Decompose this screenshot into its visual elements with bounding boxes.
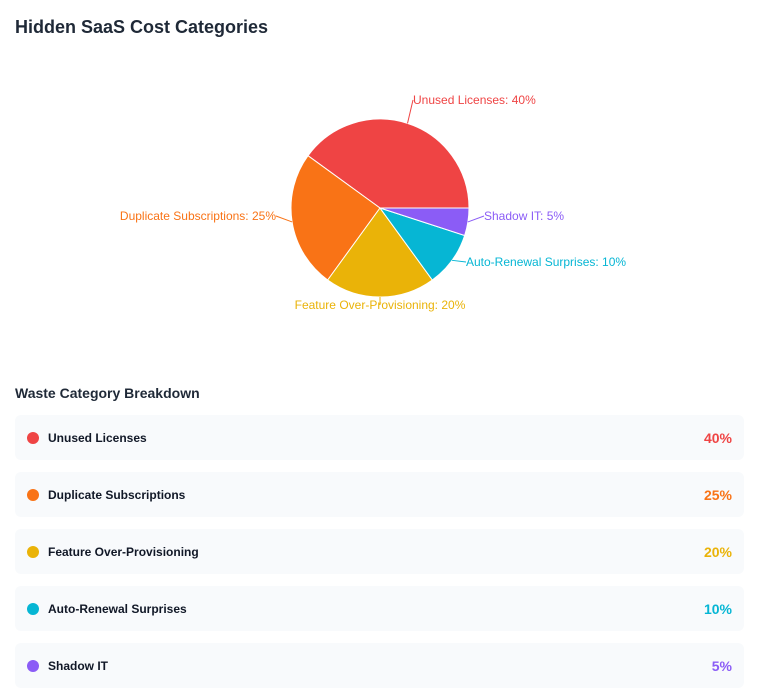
pie-slice-duplicate-subscriptions	[290, 154, 381, 281]
leader-line-auto-renewal-surprises	[451, 259, 467, 263]
pie-chart: Unused Licenses: 40% Duplicate Subscripti…	[120, 93, 627, 312]
auto-renewal-surprises-value: 10%	[703, 600, 732, 617]
unused-licenses-label: Unused Licenses	[48, 430, 147, 445]
shadow-it-value: 5%	[711, 657, 732, 674]
duplicate-subscriptions-label: Duplicate Subscriptions	[48, 487, 186, 502]
breakdown-row-duplicate-subscriptions: Duplicate Subscriptions 25%	[15, 472, 744, 517]
duplicate-subscriptions-value: 25%	[703, 486, 732, 503]
unused-licenses-value: 40%	[703, 429, 732, 446]
duplicate-subscriptions-color-dot	[27, 488, 39, 501]
leader-line-unused-licenses	[407, 99, 414, 124]
page-title: Hidden SaaS Cost Categories	[15, 17, 269, 37]
pie-label-feature-over-provisioning: Feature Over-Provisioning: 20%	[295, 298, 466, 312]
leader-line-duplicate-subscriptions	[275, 215, 293, 223]
shadow-it-label: Shadow IT	[48, 658, 108, 673]
breakdown-list: Unused Licenses 40% Duplicate Subscripti…	[15, 415, 744, 700]
feature-over-provisioning-value: 20%	[703, 543, 732, 560]
shadow-it-color-dot	[27, 659, 39, 672]
pie-label-auto-renewal-surprises: Auto-Renewal Surprises: 10%	[466, 255, 626, 269]
breakdown-row-auto-renewal-surprises: Auto-Renewal Surprises 10%	[15, 586, 744, 631]
feature-over-provisioning-color-dot	[27, 545, 39, 558]
feature-over-provisioning-label: Feature Over-Provisioning	[48, 544, 199, 559]
breakdown-title: Waste Category Breakdown	[15, 385, 200, 401]
breakdown-row-feature-over-provisioning: Feature Over-Provisioning 20%	[15, 529, 744, 574]
leader-line-shadow-it	[467, 215, 485, 223]
pie-slice-unused-licenses	[307, 118, 470, 209]
pie-label-unused-licenses: Unused Licenses: 40%	[413, 93, 536, 107]
breakdown-row-unused-licenses: Unused Licenses 40%	[15, 415, 744, 460]
unused-licenses-color-dot	[27, 431, 39, 444]
pie-label-shadow-it: Shadow IT: 5%	[484, 209, 564, 223]
breakdown-row-shadow-it: Shadow IT 5%	[15, 643, 744, 688]
pie-slice-feature-over-provisioning	[326, 207, 434, 298]
pie-label-duplicate-subscriptions: Duplicate Subscriptions: 25%	[120, 209, 276, 223]
auto-renewal-surprises-color-dot	[27, 602, 39, 615]
auto-renewal-surprises-label: Auto-Renewal Surprises	[48, 601, 187, 616]
